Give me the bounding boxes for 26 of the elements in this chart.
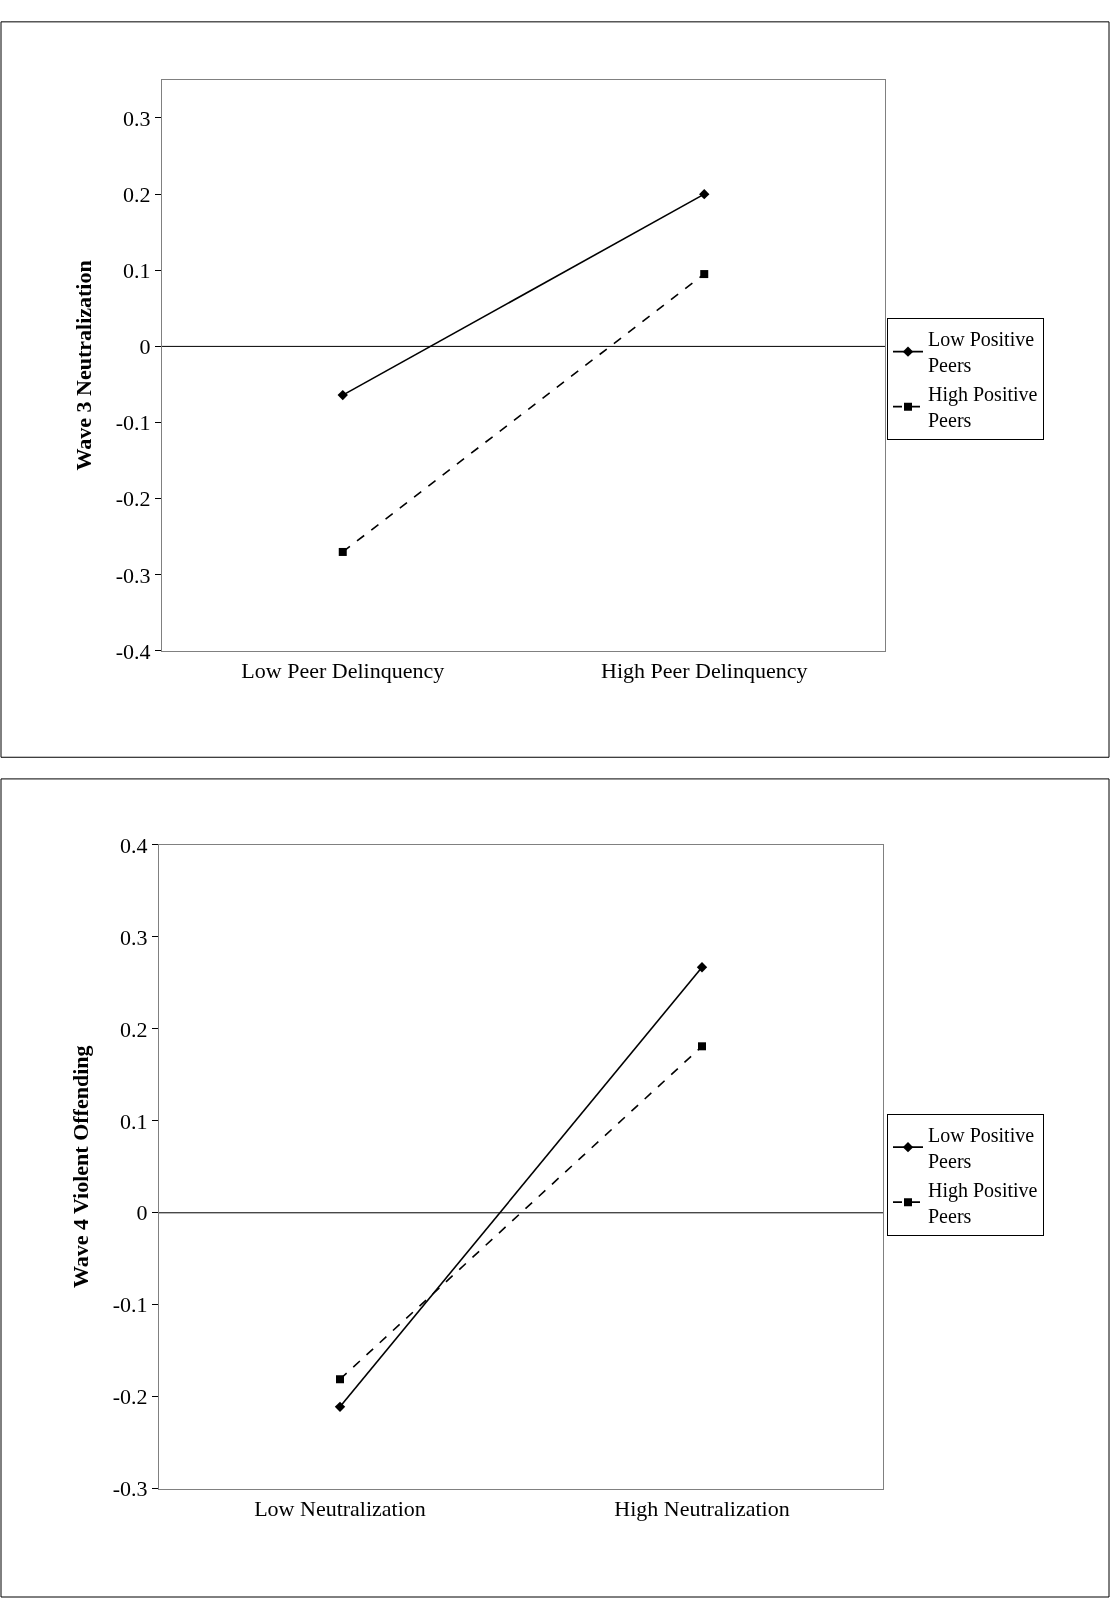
y-tick-label: -0.1 (115, 410, 151, 436)
legend-label: Low Positive Peers (928, 328, 1035, 377)
y-tick-label: 0.1 (123, 257, 151, 283)
y-tick-label: -0.2 (112, 1384, 148, 1410)
y-tick-label: -0.3 (112, 1476, 148, 1502)
y-tick-label: 0.3 (120, 924, 148, 950)
y-tick-label: 0 (139, 334, 151, 360)
y-tick-label: -0.4 (115, 638, 151, 664)
legend-label: High Positive Peers (928, 383, 1038, 432)
y-tick-label: 0.2 (120, 1016, 148, 1042)
legend-label: Low Positive Peers (928, 1123, 1035, 1172)
x-tick-label: High Peer Delinquency (601, 658, 808, 684)
y-tick-label: 0.3 (123, 105, 151, 131)
y-axis-title: Wave 4 Violent Offending (67, 1045, 93, 1289)
y-tick-label: -0.2 (115, 486, 151, 512)
x-tick-label: Low Neutralization (254, 1496, 426, 1522)
x-tick-label: Low Peer Delinquency (241, 658, 445, 684)
legend-label: High Positive Peers (928, 1178, 1038, 1227)
y-tick-label: -0.1 (112, 1292, 148, 1318)
y-tick-label: 0.4 (120, 832, 148, 858)
y-tick-label: 0 (136, 1200, 148, 1226)
y-tick-label: 0.2 (123, 181, 151, 207)
x-tick-label: High Neutralization (614, 1496, 790, 1522)
y-axis-title: Wave 3 Neutralization (70, 260, 96, 471)
y-tick-label: 0.1 (120, 1108, 148, 1134)
y-tick-label: -0.3 (115, 562, 151, 588)
